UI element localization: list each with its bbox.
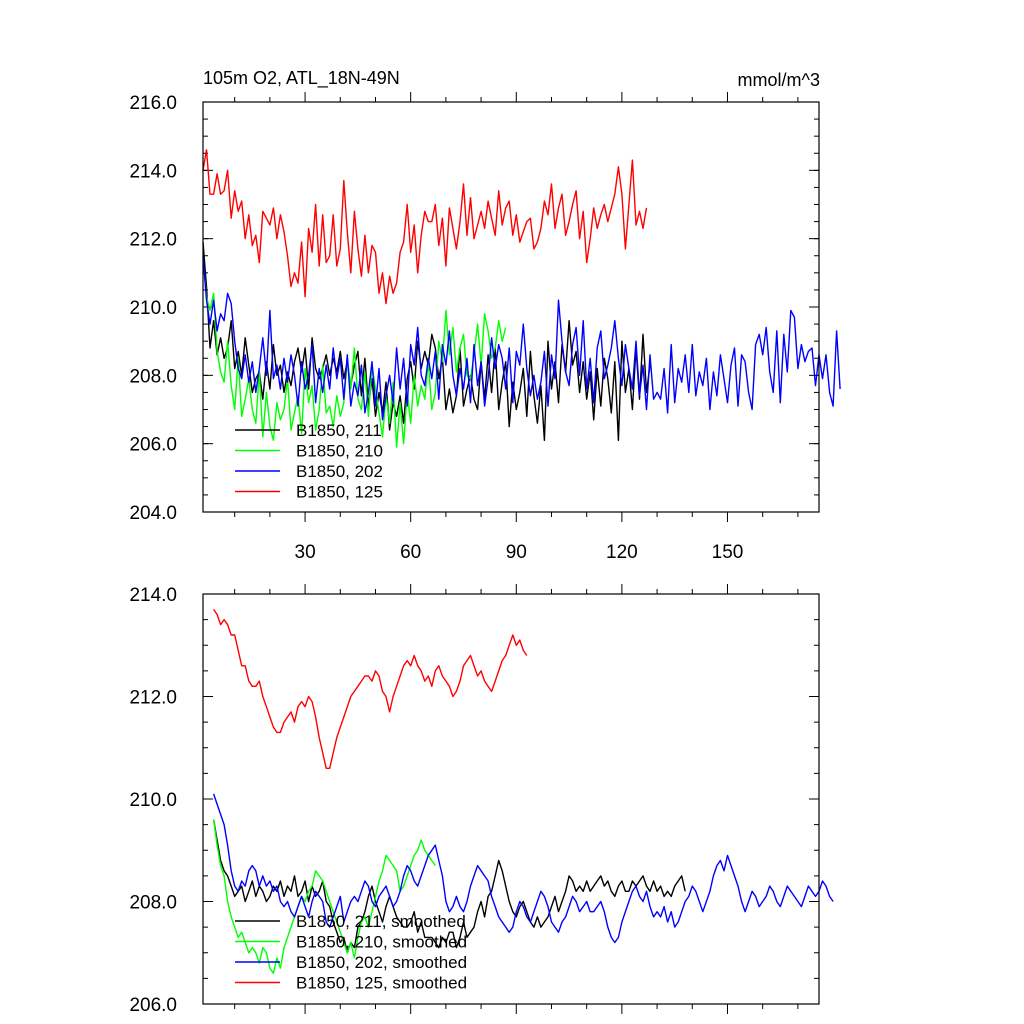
units-label: mmol/m^3	[738, 70, 820, 90]
legend-label-b1850-211-smoothed: B1850, 211, smoothed	[296, 912, 466, 931]
series-line-b1850-210	[202, 259, 507, 448]
top-ytick-label: 208.0	[129, 366, 177, 387]
legend-label-b1850-211: B1850, 211	[296, 421, 382, 440]
bottom-panel: 206.0 208.0 210.0 212.0 214.0 B1850, 211, sm…	[129, 584, 834, 1016]
series-line-b1850-211-smoothed	[212, 819, 686, 954]
series-line-b1850-125-smoothed	[213, 609, 528, 769]
top-xtick-label: 150	[712, 542, 744, 563]
top-ytick-label: 204.0	[129, 503, 177, 524]
bottom-ytick-label: 210.0	[129, 790, 177, 811]
top-ytick-label: 214.0	[129, 161, 177, 182]
top-plot-frame	[202, 101, 820, 513]
series-line-b1850-211	[202, 242, 651, 441]
chart-title: 105m O2, ATL_18N-49N	[203, 68, 400, 89]
bottom-ytick-label: 214.0	[129, 585, 177, 606]
legend-label-b1850-210: B1850, 210	[296, 442, 383, 461]
legend-label-b1850-125-smoothed: B1850, 125, smoothed	[296, 974, 467, 993]
top-panel: 105m O2, ATL_18N-49N mmol/m^3 204.0 206.0…	[129, 68, 841, 563]
top-xtick-label: 120	[606, 542, 638, 563]
legend-label-b1850-125: B1850, 125	[296, 483, 383, 502]
legend-label-b1850-202: B1850, 202	[296, 462, 383, 481]
bottom-plot-frame	[202, 593, 820, 1005]
bottom-ytick-label: 212.0	[129, 688, 177, 709]
top-xtick-label: 90	[506, 542, 527, 563]
top-ytick-label: 210.0	[129, 298, 177, 319]
top-xtick-label: 30	[295, 542, 316, 563]
legend-label-b1850-202-smoothed: B1850, 202, smoothed	[296, 953, 467, 972]
series-line-b1850-210-smoothed	[212, 819, 436, 974]
top-xtick-label: 60	[400, 542, 421, 563]
top-ytick-label: 216.0	[129, 93, 177, 114]
series-line-b1850-202	[202, 255, 841, 421]
top-ytick-label: 212.0	[129, 230, 177, 251]
series-line-b1850-202-smoothed	[212, 793, 834, 944]
bottom-ytick-label: 206.0	[129, 995, 177, 1016]
legend-label-b1850-210-smoothed: B1850, 210, smoothed	[296, 933, 467, 952]
series-line-b1850-125	[202, 149, 648, 305]
top-ytick-label: 206.0	[129, 435, 177, 456]
bottom-ytick-label: 208.0	[129, 893, 177, 914]
